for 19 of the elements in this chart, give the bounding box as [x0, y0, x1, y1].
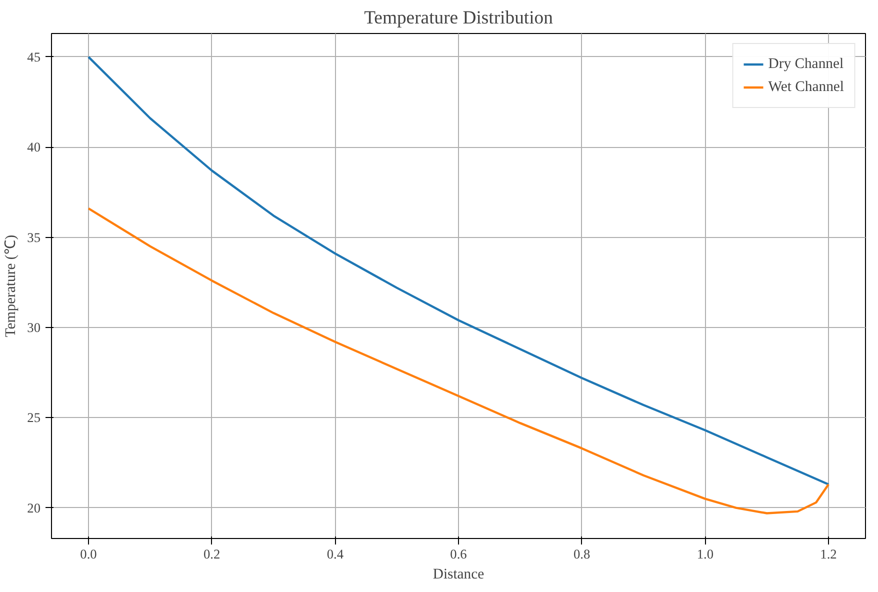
x-tick-label: 0.2	[204, 546, 220, 562]
y-tick-label: 30	[27, 320, 41, 335]
y-tick-label: 45	[27, 49, 41, 64]
x-tick-label: 1.0	[696, 546, 714, 562]
x-tick-label: 1.2	[820, 546, 837, 562]
x-tick-label: 0.8	[574, 546, 590, 562]
y-tick-label: 25	[27, 410, 41, 426]
y-tick-label: 20	[27, 500, 41, 516]
x-tick-label: 0.6	[450, 546, 468, 562]
y-axis-title: Temperature (℃)	[3, 234, 20, 338]
y-tick-label: 40	[27, 140, 41, 155]
x-tick-label: 0.4	[326, 546, 344, 562]
legend-label: Dry Channel	[768, 56, 844, 72]
x-axis-title: Distance	[432, 566, 484, 582]
x-tick-label: 0.0	[80, 546, 98, 562]
y-tick-label: 35	[27, 230, 41, 245]
legend-label: Wet Channel	[768, 78, 844, 96]
chart-title: Temperature Distribution	[364, 8, 554, 28]
line-series	[87, 207, 830, 514]
